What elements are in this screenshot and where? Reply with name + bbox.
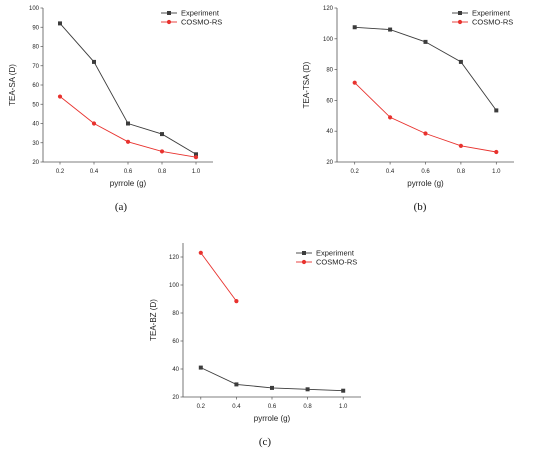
data-point — [126, 121, 130, 126]
y-tick-label: 60 — [32, 83, 39, 89]
x-tick-label: 0.4 — [232, 404, 241, 410]
panel-caption: (c) — [259, 436, 272, 448]
y-axis-title: TEA-SA (D) — [8, 64, 17, 106]
data-point — [423, 39, 428, 44]
legend-marker — [166, 19, 172, 25]
y-tick-label: 20 — [32, 160, 39, 166]
data-point — [57, 94, 63, 99]
chart-panel-2: 20 40 60 80 100 120 0.2 0.4 0.6 0.8 1.0 pyrrole (g)… — [302, 6, 514, 213]
y-tick-label: 120 — [323, 6, 334, 12]
x-tick-label: 0.8 — [158, 169, 167, 175]
legend-marker — [301, 259, 307, 265]
data-point — [458, 59, 463, 64]
chart-panel-3: 20 40 60 80 100 120 0.2 0.4 0.6 0.8 1.0 pyrrole (g)… — [149, 243, 361, 448]
data-point — [92, 59, 96, 64]
y-tick-label: 100 — [29, 6, 40, 12]
data-point — [159, 149, 165, 154]
data-point — [58, 21, 62, 26]
legend-label: COSMO-RS — [472, 18, 513, 27]
x-tick-label: 0.4 — [386, 169, 395, 175]
x-tick-label: 0.2 — [56, 169, 65, 175]
x-tick-label: 0.8 — [303, 404, 312, 410]
legend-marker — [458, 11, 462, 15]
y-tick-label: 100 — [169, 283, 180, 289]
data-point — [494, 108, 499, 113]
legend-label: COSMO-RS — [316, 258, 357, 267]
y-tick-label: 80 — [172, 311, 179, 317]
data-point — [423, 131, 428, 136]
x-tick-label: 1.0 — [492, 169, 501, 175]
data-point — [352, 80, 357, 85]
y-tick-label: 50 — [32, 102, 39, 108]
series-line-experiment — [59, 23, 197, 155]
legend-marker — [302, 251, 306, 255]
data-point — [388, 27, 393, 32]
y-tick-label: 70 — [32, 64, 39, 70]
data-point — [305, 387, 310, 392]
y-axis-title: TEA-BZ (D) — [149, 299, 158, 341]
y-tick-label: 80 — [32, 45, 39, 51]
data-point — [125, 139, 131, 144]
x-tick-label: 0.8 — [457, 169, 466, 175]
data-point — [198, 250, 203, 255]
y-tick-label: 120 — [169, 255, 180, 261]
series-line-cosmo-rs — [59, 96, 197, 158]
legend-label: Experiment — [472, 9, 511, 18]
data-point — [198, 365, 203, 370]
legend-label: Experiment — [316, 249, 355, 258]
legend-marker — [167, 11, 171, 15]
y-tick-label: 40 — [32, 122, 39, 128]
x-tick-label: 1.0 — [192, 169, 201, 175]
data-point — [160, 132, 164, 137]
legend-marker — [457, 19, 463, 25]
data-point — [193, 155, 199, 160]
data-point — [270, 385, 274, 390]
y-tick-label: 60 — [172, 339, 179, 345]
data-point — [494, 149, 499, 155]
x-tick-label: 0.2 — [351, 169, 360, 175]
x-tick-label: 0.2 — [197, 404, 206, 410]
y-tick-label: 80 — [326, 68, 333, 74]
data-point — [91, 121, 97, 126]
x-axis-title: pyrrole (g) — [110, 179, 147, 188]
y-tick-label: 20 — [172, 395, 179, 401]
panel-caption: (b) — [414, 201, 427, 213]
data-point — [388, 115, 393, 120]
y-tick-label: 90 — [32, 25, 39, 31]
x-tick-label: 0.6 — [421, 169, 430, 175]
y-tick-label: 40 — [326, 129, 333, 135]
panel-caption: (a) — [115, 201, 128, 213]
x-tick-label: 0.6 — [124, 169, 133, 175]
data-point — [458, 143, 463, 148]
y-tick-label: 60 — [326, 98, 333, 104]
data-point — [341, 388, 346, 393]
series-line-cosmo-rs — [354, 82, 497, 153]
data-point — [352, 25, 357, 30]
series-line-experiment — [354, 26, 497, 111]
data-point — [234, 299, 239, 304]
legend-label: COSMO-RS — [181, 18, 222, 27]
y-tick-label: 100 — [323, 37, 334, 43]
chart-panel-1: 20 30 40 50 60 70 80 90 100 0.2 0.4 0.6 0.8 1.0 pyrrol… — [8, 6, 222, 213]
data-point — [234, 382, 239, 387]
legend-label: Experiment — [181, 9, 220, 18]
series-line-cosmo-rs — [200, 252, 237, 302]
x-tick-label: 0.6 — [268, 404, 277, 410]
x-axis-title: pyrrole (g) — [407, 179, 444, 188]
x-tick-label: 1.0 — [339, 404, 348, 410]
y-axis-title: TEA-TSA (D) — [302, 61, 311, 108]
y-tick-label: 40 — [172, 367, 179, 373]
x-axis-title: pyrrole (g) — [254, 414, 291, 423]
y-tick-label: 30 — [32, 141, 39, 147]
data-point — [194, 152, 198, 157]
y-tick-label: 20 — [326, 160, 333, 166]
x-tick-label: 0.4 — [90, 169, 99, 175]
